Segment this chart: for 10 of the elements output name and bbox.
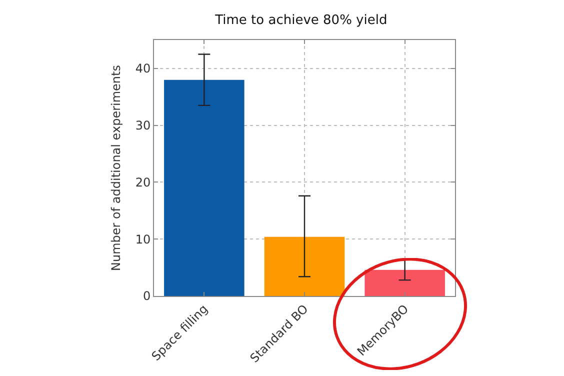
y-axis-title: Number of additional experiments (109, 65, 123, 271)
y-tick-label: 40 (135, 62, 151, 76)
bar (164, 80, 244, 296)
y-tick-label: 10 (135, 232, 151, 246)
y-tick-label: 30 (135, 118, 151, 133)
bar (264, 236, 345, 296)
bar (364, 270, 445, 296)
y-tick-label: 0 (142, 289, 151, 304)
y-tick-label: 20 (135, 175, 151, 190)
chart-title: Time to achieve 80% yield (214, 13, 388, 28)
